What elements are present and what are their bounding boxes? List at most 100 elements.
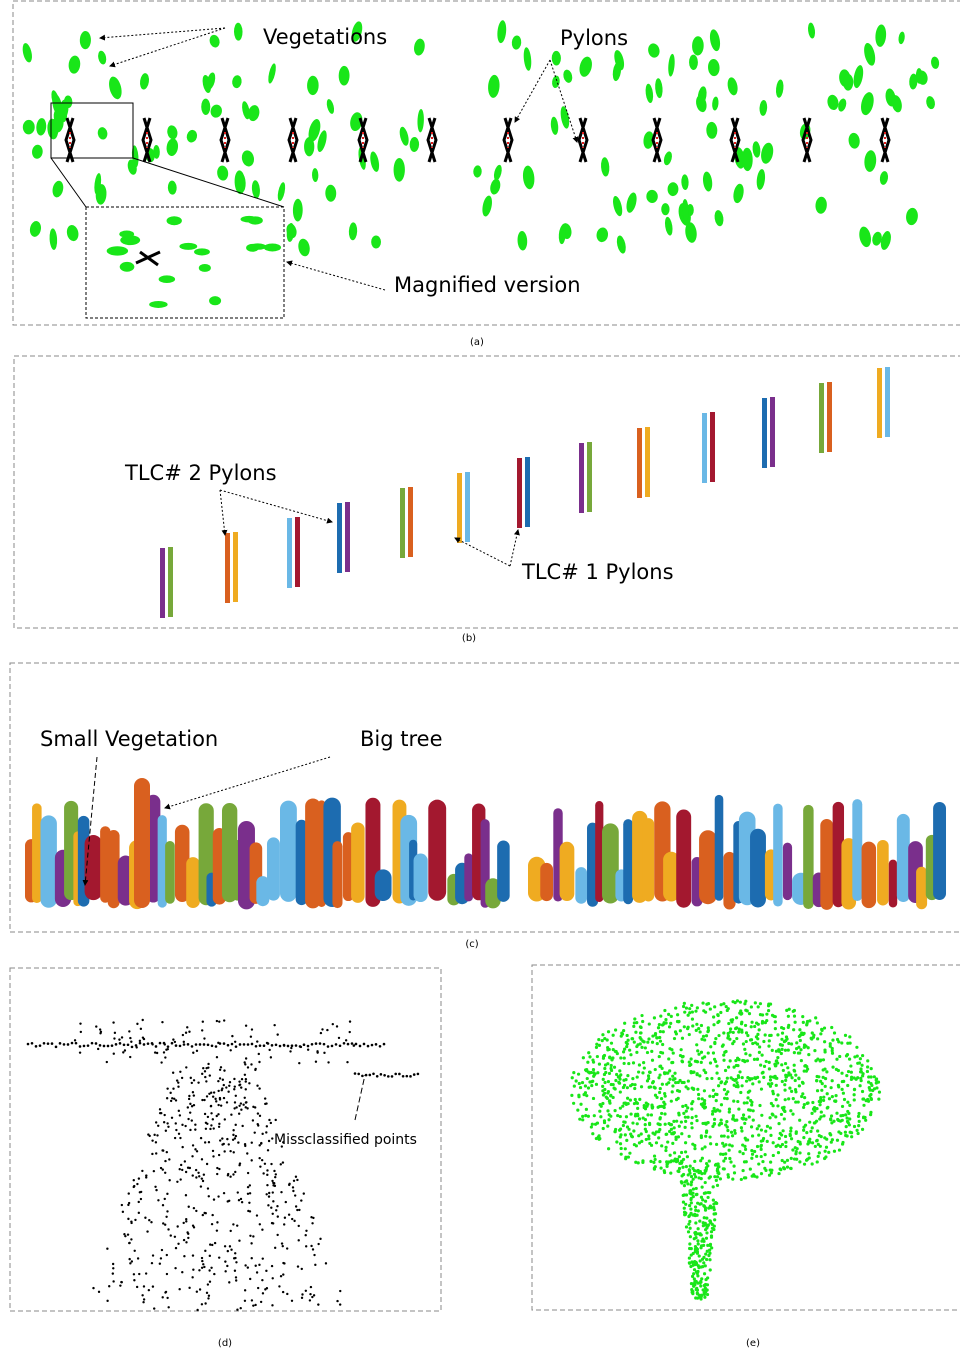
point — [806, 1020, 809, 1023]
point — [610, 1083, 613, 1086]
point — [695, 1187, 698, 1190]
point — [210, 1112, 212, 1114]
point — [768, 1116, 771, 1119]
point — [232, 1173, 234, 1175]
point — [673, 1151, 676, 1154]
point — [688, 1262, 691, 1265]
point — [677, 1112, 680, 1115]
point — [627, 1039, 630, 1042]
point — [716, 1013, 719, 1016]
point — [712, 1185, 715, 1188]
pylon — [710, 412, 715, 482]
point — [604, 1063, 607, 1066]
point — [234, 1257, 236, 1259]
point — [164, 1172, 166, 1174]
point — [717, 1165, 720, 1168]
point — [789, 1127, 792, 1130]
vegetation — [645, 83, 655, 103]
point — [694, 1248, 697, 1251]
point — [235, 1106, 237, 1108]
point — [287, 1045, 290, 1048]
point — [830, 1141, 833, 1144]
point — [866, 1059, 869, 1062]
point — [232, 1129, 234, 1131]
point — [175, 1122, 177, 1124]
point — [134, 1219, 136, 1221]
point — [780, 1133, 783, 1136]
tree — [32, 803, 42, 903]
point — [822, 1099, 825, 1102]
point — [292, 1190, 294, 1192]
vegetation — [647, 42, 661, 58]
point — [812, 1034, 815, 1037]
point — [219, 1069, 221, 1071]
point — [596, 1071, 599, 1074]
point — [727, 1173, 730, 1176]
point — [143, 1298, 145, 1300]
point — [127, 1218, 129, 1220]
point — [823, 1040, 826, 1043]
point — [196, 1150, 198, 1152]
point — [783, 1110, 786, 1113]
vegetation — [522, 165, 536, 190]
point — [255, 1045, 258, 1048]
point — [256, 1085, 258, 1087]
point — [194, 1148, 196, 1150]
tree — [783, 843, 792, 900]
point — [108, 1285, 110, 1287]
point — [700, 1177, 703, 1180]
tree — [715, 795, 724, 901]
point — [193, 1094, 195, 1096]
point — [751, 1042, 754, 1045]
point — [216, 1229, 218, 1231]
point — [652, 1080, 655, 1083]
point — [172, 1072, 174, 1074]
point — [181, 1077, 183, 1079]
point — [664, 1123, 667, 1126]
point — [271, 1265, 273, 1267]
point — [690, 1183, 693, 1186]
point — [713, 1107, 716, 1110]
tree — [750, 829, 766, 908]
point — [709, 1061, 712, 1064]
point — [206, 1123, 208, 1125]
vegetation — [625, 191, 639, 213]
point — [375, 1043, 378, 1046]
point — [671, 1142, 674, 1145]
vegetation — [293, 199, 303, 222]
point — [271, 1304, 273, 1306]
point — [203, 1099, 205, 1101]
vegetation — [65, 224, 79, 242]
point — [241, 1078, 243, 1080]
point — [770, 1169, 773, 1172]
tree — [375, 869, 392, 901]
point — [848, 1117, 851, 1120]
point — [689, 1165, 692, 1168]
point — [703, 1284, 706, 1287]
vegetation — [487, 74, 500, 98]
point — [268, 1049, 270, 1051]
point — [794, 1079, 797, 1082]
point — [107, 1045, 110, 1048]
caption: (d) — [218, 1338, 232, 1348]
vegetation — [667, 182, 678, 196]
point — [807, 1152, 810, 1155]
point — [311, 1043, 314, 1046]
point — [814, 1145, 817, 1148]
point — [758, 1051, 761, 1054]
point — [686, 1027, 689, 1030]
point — [212, 1155, 214, 1157]
point — [610, 1064, 613, 1067]
point — [192, 1254, 194, 1256]
point — [238, 1199, 240, 1201]
point — [624, 1147, 627, 1150]
point — [383, 1043, 386, 1046]
point — [733, 1129, 736, 1132]
point — [776, 1056, 779, 1059]
point — [639, 1038, 642, 1041]
point — [327, 1061, 329, 1063]
point — [603, 1067, 606, 1070]
point — [151, 1262, 153, 1264]
tree — [414, 854, 428, 903]
point — [602, 1055, 605, 1058]
